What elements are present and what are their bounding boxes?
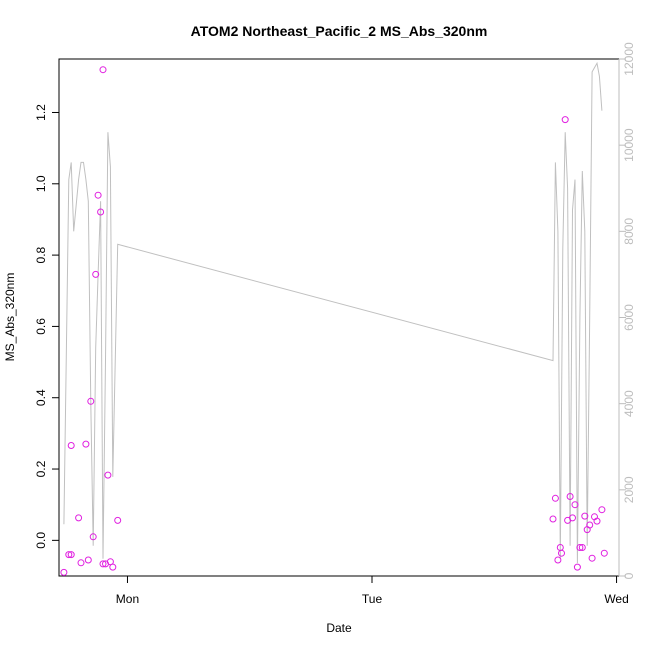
y-tick-label: 1.0: [34, 175, 48, 192]
data-point: [75, 514, 83, 522]
y-axis-right: 0 2000 4000 6000 8000 10000 12000: [618, 42, 636, 579]
y2-tick-label: 6000: [622, 304, 636, 331]
data-point: [67, 551, 75, 559]
y-tick-label: 0.2: [34, 460, 48, 477]
data-point: [109, 563, 117, 571]
data-point: [571, 501, 579, 509]
data-point: [554, 556, 562, 564]
y2-tick-label: 12000: [622, 42, 636, 76]
data-point: [566, 493, 574, 500]
data-point: [97, 208, 105, 216]
x-tick-label: Wed: [604, 592, 628, 606]
y-tick-label: 0.6: [34, 318, 48, 335]
data-point: [569, 514, 576, 522]
data-point: [558, 549, 565, 557]
data-point: [600, 549, 608, 557]
data-point: [87, 397, 95, 405]
chart-title: ATOM2 Northeast_Pacific_2 MS_Abs_320nm: [191, 23, 488, 39]
data-point: [82, 440, 90, 448]
y2-tick-label: 4000: [622, 390, 636, 417]
data-point: [104, 471, 112, 479]
data-point: [114, 516, 122, 524]
x-tick-label: Tue: [362, 592, 383, 606]
y-axis-label: MS_Abs_320nm: [3, 273, 17, 362]
data-point: [593, 517, 601, 525]
y-axis: 0.0 0.2 0.4 0.6 0.8 1.0 1.2: [34, 104, 60, 549]
data-point: [549, 515, 557, 523]
data-point: [588, 554, 596, 562]
x-axis-label: Date: [326, 621, 352, 635]
data-point: [89, 533, 97, 541]
data-point: [92, 270, 100, 278]
data-point: [551, 494, 559, 502]
data-point: [67, 442, 75, 449]
y2-tick-label: 2000: [622, 476, 636, 503]
series-line: [63, 61, 603, 564]
data-point: [573, 563, 581, 571]
x-axis: Mon Tue Wed: [116, 575, 629, 606]
data-point: [576, 544, 584, 551]
data-point: [94, 191, 102, 199]
y2-tick-label: 0: [622, 572, 636, 579]
line-series: [63, 61, 603, 564]
y-tick-label: 0.4: [34, 389, 48, 406]
data-point: [99, 66, 107, 74]
y-tick-label: 1.2: [34, 104, 48, 121]
data-point: [99, 560, 107, 568]
points-series: [60, 66, 608, 576]
y2-tick-label: 8000: [622, 218, 636, 245]
data-point: [60, 568, 68, 576]
y-tick-label: 0.0: [34, 532, 48, 549]
data-point: [581, 512, 589, 520]
data-point: [586, 521, 594, 529]
y2-tick-label: 10000: [622, 128, 636, 162]
data-point: [77, 559, 85, 567]
data-point: [578, 544, 586, 551]
data-point: [65, 551, 73, 559]
data-point: [561, 116, 569, 124]
x-tick-label: Mon: [116, 592, 139, 606]
data-point: [598, 506, 606, 514]
y-tick-label: 0.8: [34, 246, 48, 263]
data-point: [84, 556, 92, 564]
